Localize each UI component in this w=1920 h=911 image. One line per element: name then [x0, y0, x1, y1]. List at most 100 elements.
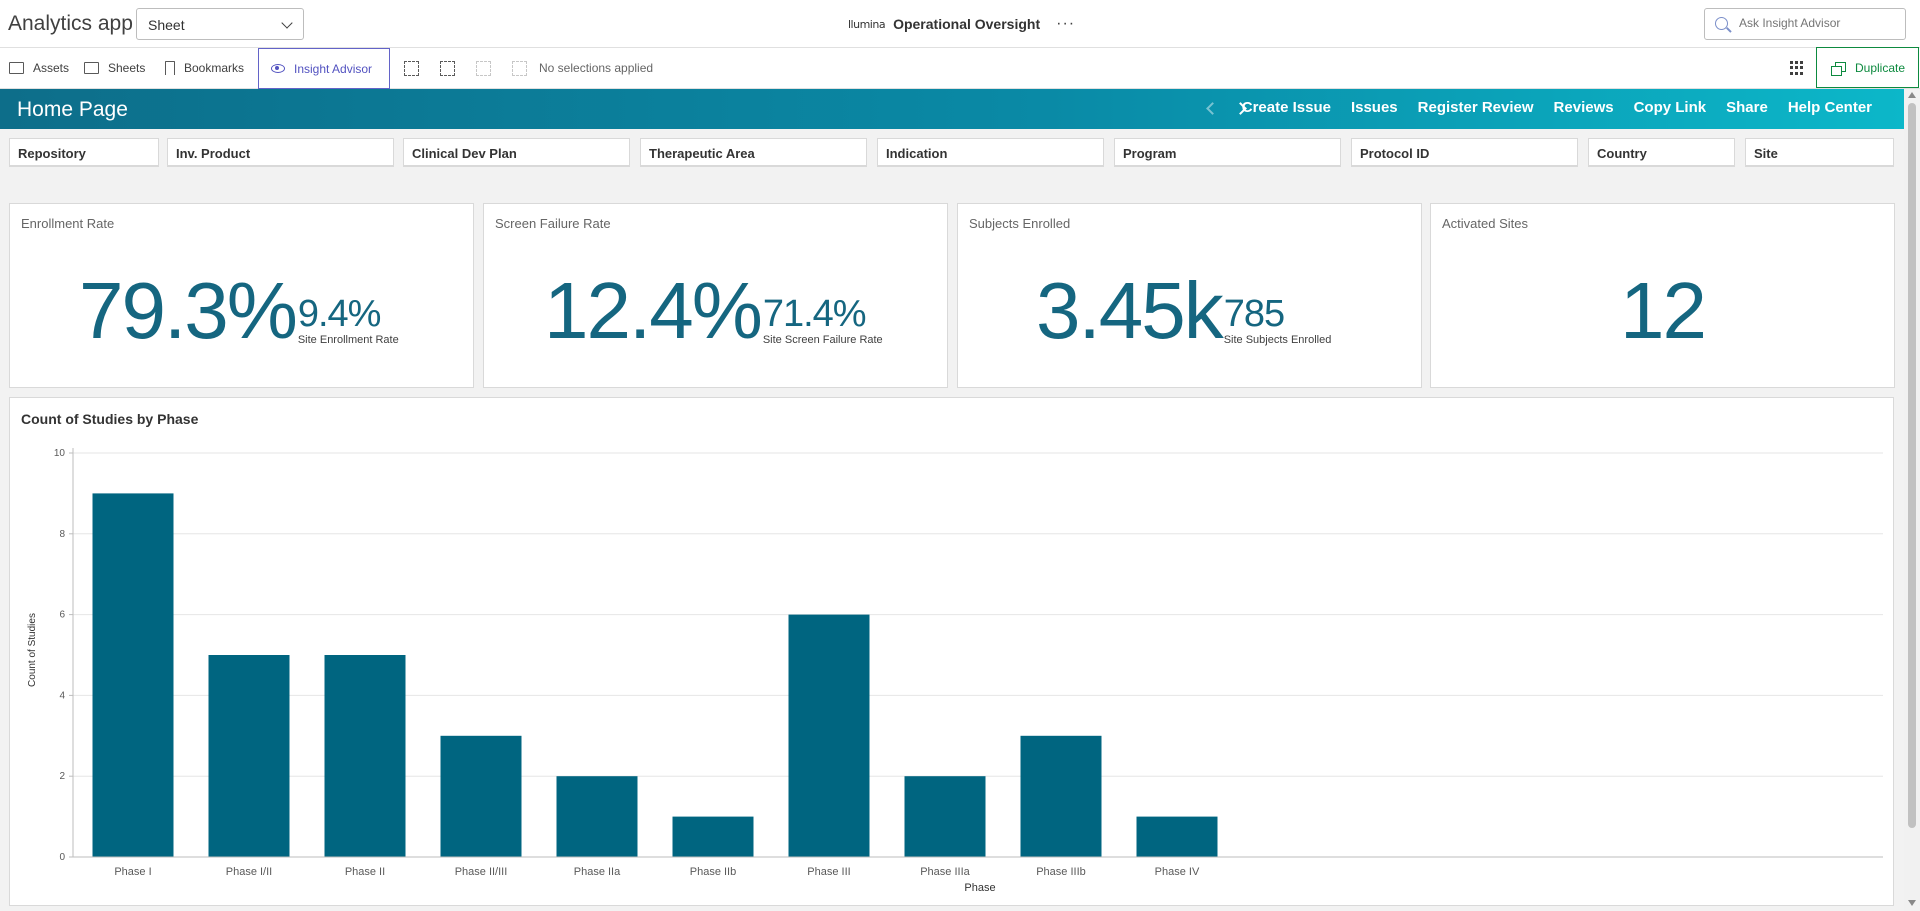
sheets-icon — [84, 62, 99, 74]
search-icon — [1715, 17, 1728, 30]
ask-insight-advisor-input[interactable] — [1739, 16, 1899, 30]
filter-country[interactable]: Country — [1588, 138, 1735, 167]
kpi-enrollment-rate[interactable]: Enrollment Rate 79.3% 9.4% Site Enrollme… — [9, 203, 474, 388]
insight-advisor-label: Insight Advisor — [294, 61, 373, 76]
step-back-icon[interactable] — [440, 61, 455, 76]
duplicate-icon — [1831, 61, 1846, 76]
share-link[interactable]: Share — [1726, 99, 1768, 116]
header-links: Create Issue Issues Register Review Revi… — [1242, 99, 1872, 116]
x-tick-label: Phase IIIa — [920, 866, 970, 878]
x-tick-label: Phase II/III — [455, 866, 508, 878]
sheet-canvas: Home Page Create Issue Issues Register R… — [0, 89, 1904, 911]
kpi-value-group: 3.45k 785 Site Subjects Enrolled — [1036, 266, 1332, 355]
bar[interactable] — [208, 655, 290, 857]
bar[interactable] — [324, 655, 406, 857]
bookmarks-label: Bookmarks — [184, 61, 245, 75]
chevron-left-icon[interactable] — [1206, 102, 1219, 115]
bar[interactable] — [788, 614, 870, 857]
insight-advisor-button[interactable]: Insight Advisor — [258, 48, 390, 89]
scroll-thumb[interactable] — [1908, 103, 1916, 828]
kpi-secondary-label: Site Subjects Enrolled — [1223, 334, 1332, 346]
more-options-icon[interactable]: ··· — [1056, 15, 1076, 32]
kpi-main-value: 3.45k — [1036, 266, 1224, 355]
bar[interactable] — [1020, 735, 1102, 857]
bar[interactable] — [1136, 816, 1218, 857]
app-name[interactable]: Analytics app — [8, 12, 133, 35]
no-selections-text: No selections applied — [539, 61, 654, 75]
filter-site[interactable]: Site — [1745, 138, 1894, 167]
page-header: Home Page Create Issue Issues Register R… — [0, 89, 1904, 129]
vertical-scrollbar[interactable] — [1904, 89, 1920, 911]
kpi-secondary-value: 785 — [1223, 293, 1285, 335]
filter-inv-product[interactable]: Inv. Product — [167, 138, 394, 167]
step-forward-icon[interactable] — [476, 61, 491, 76]
kpi-title: Screen Failure Rate — [495, 216, 611, 231]
kpi-title: Enrollment Rate — [21, 216, 115, 231]
kpi-secondary: 785 Site Subjects Enrolled — [1223, 293, 1332, 346]
assets-button[interactable]: Assets — [9, 48, 69, 88]
x-tick-label: Phase II — [345, 866, 385, 878]
kpi-secondary: 9.4% Site Enrollment Rate — [297, 293, 399, 346]
kpi-secondary-value: 71.4% — [762, 293, 867, 335]
sheet-select-value: Sheet — [148, 17, 185, 33]
x-tick-label: Phase III — [807, 866, 850, 878]
page-title: Home Page — [17, 98, 128, 121]
kpi-main-value: 12 — [1620, 266, 1707, 355]
bar-chart-svg: 0 2 4 6 8 10 Phase I Phase I/II Phase II Phase II… — [27, 448, 1883, 894]
kpi-screen-failure-rate[interactable]: Screen Failure Rate 12.4% 71.4% Site Scr… — [483, 203, 948, 388]
insight-eye-icon — [271, 64, 285, 73]
issues-link[interactable]: Issues — [1350, 99, 1398, 116]
kpi-secondary-value: 9.4% — [297, 293, 382, 335]
help-center-link[interactable]: Help Center — [1787, 99, 1872, 116]
smart-search-icon[interactable] — [404, 61, 419, 76]
y-tick-label: 2 — [59, 771, 65, 782]
y-tick-label: 6 — [59, 610, 65, 621]
x-axis-title: Phase — [964, 882, 995, 894]
sheets-label: Sheets — [108, 61, 146, 75]
x-tick-label: Phase IIa — [574, 866, 621, 878]
bar[interactable] — [92, 493, 174, 857]
chart-count-of-studies[interactable]: Count of Studies by Phase 0 2 4 6 8 10 Phase I… — [9, 397, 1894, 906]
duplicate-button[interactable]: Duplicate — [1816, 47, 1919, 88]
scroll-down-icon[interactable] — [1908, 900, 1916, 906]
copy-link-link[interactable]: Copy Link — [1633, 99, 1707, 116]
filter-protocol-id[interactable]: Protocol ID — [1351, 138, 1578, 167]
kpi-value-group: 12.4% 71.4% Site Screen Failure Rate — [544, 271, 883, 351]
ask-insight-advisor-box[interactable] — [1704, 8, 1906, 40]
y-tick-label: 10 — [54, 448, 66, 459]
kpi-value-group: 79.3% 9.4% Site Enrollment Rate — [79, 266, 399, 355]
bar[interactable] — [672, 816, 754, 857]
grid-view-icon[interactable] — [1790, 61, 1804, 75]
register-review-link[interactable]: Register Review — [1417, 99, 1534, 116]
bar[interactable] — [556, 776, 638, 857]
top-bar: Analytics app Sheet llumina Operational … — [0, 0, 1920, 48]
kpi-subjects-enrolled[interactable]: Subjects Enrolled 3.45k 785 Site Subject… — [957, 203, 1422, 388]
y-tick-label: 0 — [59, 852, 65, 863]
kpi-secondary-label: Site Screen Failure Rate — [762, 334, 883, 346]
filter-therapeutic-area[interactable]: Therapeutic Area — [640, 138, 867, 167]
filter-program[interactable]: Program — [1114, 138, 1341, 167]
filter-repository[interactable]: Repository — [9, 138, 159, 167]
assets-label: Assets — [33, 61, 70, 75]
bookmarks-button[interactable]: Bookmarks — [165, 48, 244, 88]
kpi-activated-sites[interactable]: Activated Sites 12 — [1430, 203, 1895, 388]
bar[interactable] — [440, 735, 522, 857]
clear-selections-icon[interactable] — [512, 61, 527, 76]
reviews-link[interactable]: Reviews — [1553, 99, 1614, 116]
create-issue-link[interactable]: Create Issue — [1241, 99, 1331, 116]
x-tick-label: Phase IIIb — [1036, 866, 1086, 878]
filter-indication[interactable]: Indication — [877, 138, 1104, 167]
app-title-area: llumina Operational Oversight ··· — [848, 13, 1075, 35]
x-tick-label: Phase IV — [1155, 866, 1200, 878]
filter-clinical-dev-plan[interactable]: Clinical Dev Plan — [403, 138, 630, 167]
sheet-select[interactable]: Sheet — [136, 8, 304, 40]
brand-logo: llumina — [848, 17, 886, 31]
app-title: Operational Oversight — [893, 16, 1041, 32]
sheets-button[interactable]: Sheets — [84, 48, 145, 88]
kpi-title: Subjects Enrolled — [969, 216, 1071, 231]
axes: 0 2 4 6 8 10 Phase I Phase I/II Phase II Phase II… — [54, 448, 1883, 878]
bar[interactable] — [904, 776, 986, 857]
assets-panel-icon — [9, 62, 24, 74]
kpi-main-value: 79.3% — [79, 266, 298, 355]
scroll-up-icon[interactable] — [1908, 92, 1916, 98]
